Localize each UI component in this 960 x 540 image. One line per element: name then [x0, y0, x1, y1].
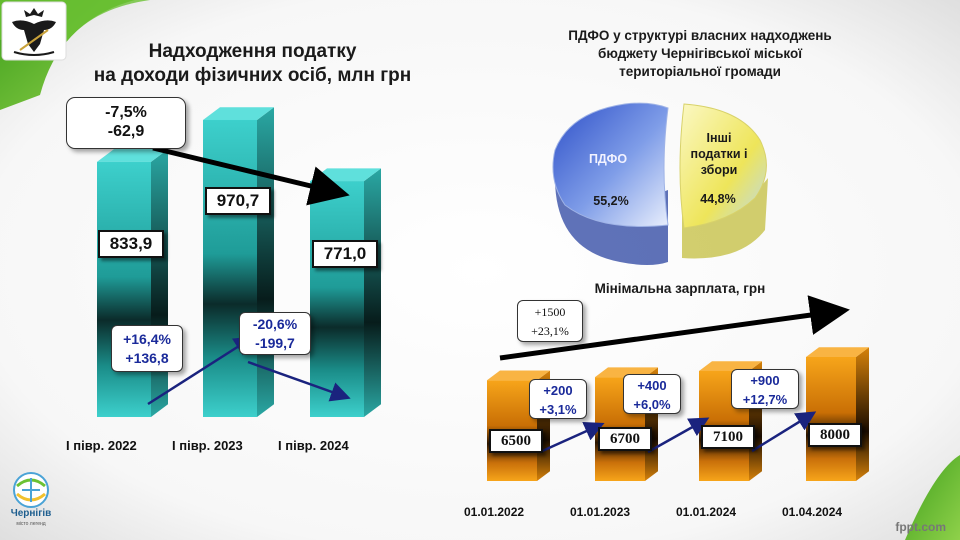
right-callout-2024-2024: +900 +12,7% [731, 369, 799, 409]
pie-slice-pdfo [552, 102, 669, 227]
callout-line: +3,1% [539, 402, 577, 417]
right-category-label: 01.01.2023 [570, 505, 631, 519]
right-bar-front [806, 357, 856, 481]
left-bar-top [203, 107, 274, 120]
left-value-label: 833,9 [98, 230, 164, 258]
green-corner-bottom-right [905, 455, 960, 540]
right-value-label: 8000 [808, 423, 862, 447]
right-trend-arrow-2024-2024 [751, 411, 817, 453]
callout-line: +900 [750, 373, 780, 388]
right-trend-arrow-2023-2024 [647, 417, 710, 454]
pie-title-line-2: бюджету Чернігівської міської [597, 46, 803, 61]
wage-chart-title: Мінімальна зарплата, грн [594, 281, 766, 296]
callout-line: +400 [637, 378, 667, 393]
left-bar [97, 149, 168, 417]
callout-line: -20,6% [252, 316, 298, 332]
left-bar [203, 107, 274, 418]
city-logo-subtitle: місто легенд [16, 521, 46, 527]
left-callout-total: -7,5% -62,9 [66, 97, 186, 149]
left-value-label: 970,7 [205, 187, 271, 215]
left-bar-side [364, 168, 381, 417]
callout-line: +12,7% [742, 392, 788, 407]
city-logo-text: Чернігів [10, 508, 52, 519]
right-bar-top [699, 361, 762, 371]
right-trend-arrow-2022-2023 [539, 422, 605, 454]
right-category-label: 01.01.2024 [676, 505, 737, 519]
pie-label-other-line: Інші [706, 131, 732, 145]
left-bar-front [97, 161, 151, 417]
city-logo-icon [13, 472, 49, 508]
right-bar [806, 347, 869, 481]
callout-line: +23,1% [531, 324, 569, 338]
right-value-label: 6700 [598, 427, 652, 451]
callout-line: -7,5% [105, 104, 147, 121]
pie-label-pdfo: ПДФО [588, 152, 628, 166]
left-trend-arrow-2022-2023 [147, 336, 255, 406]
left-trend-arrow-2023-2024 [247, 360, 351, 402]
pie-label-other-line: податки і [690, 147, 748, 161]
right-callout-total: +1500 +23,1% [517, 300, 583, 342]
right-category-label: 01.04.2024 [782, 505, 843, 519]
callout-line: -199,7 [255, 335, 295, 351]
pie-value-pdfo: 55,2% [593, 194, 629, 208]
callout-line: +6,0% [633, 397, 671, 412]
callout-line: -62,9 [107, 123, 145, 140]
pie-slice-other [679, 103, 767, 229]
callout-line: +16,4% [123, 331, 171, 347]
left-chart-title-line-1: Надходження податку [148, 41, 357, 62]
right-category-label: 01.01.2022 [464, 505, 525, 519]
left-callout-2023-2024: -20,6% -199,7 [239, 312, 311, 355]
left-value-label: 771,0 [312, 240, 378, 268]
right-callout-2023-2024: +400 +6,0% [623, 374, 681, 414]
left-bar-side [151, 149, 168, 417]
left-chart-title: Надходження податку на доходи фізичних о… [80, 40, 425, 88]
left-bar-top [97, 149, 168, 162]
callout-line: +136,8 [125, 350, 169, 366]
right-bar-top [487, 370, 550, 381]
right-callout-2022-2023: +200 +3,1% [529, 379, 587, 419]
right-value-label: 7100 [701, 425, 755, 449]
left-category-label: І півр. 2022 [66, 438, 137, 453]
coat-of-arms-icon [1, 1, 67, 61]
left-category-label: І півр. 2023 [172, 438, 243, 453]
callout-line: +200 [543, 383, 573, 398]
right-trend-arrow-total [499, 295, 850, 361]
pie-label-other: Інші податки і збори [683, 130, 755, 178]
left-bar [310, 168, 381, 417]
pie-chart [552, 102, 768, 265]
left-category-label: І півр. 2024 [278, 438, 349, 453]
right-value-label: 6500 [489, 429, 543, 453]
watermark: fppt.com [895, 520, 946, 534]
pie-chart-title: ПДФО у структурі власних надходжень бюдж… [515, 27, 885, 81]
callout-line: +1500 [534, 305, 566, 319]
left-bar-front [310, 181, 364, 417]
left-trend-arrow-total [152, 145, 350, 206]
pie-label-other-line: збори [700, 163, 738, 177]
left-chart-title-line-2: на доходи фізичних осіб, млн грн [93, 65, 412, 86]
right-bar-side [856, 347, 869, 481]
pie-value-other: 44,8% [700, 192, 736, 206]
pie-title-line-1: ПДФО у структурі власних надходжень [568, 28, 832, 43]
left-callout-2022-2023: +16,4% +136,8 [111, 325, 183, 372]
pie-title-line-3: територіальної громади [619, 64, 781, 79]
right-bar-top [806, 347, 869, 357]
